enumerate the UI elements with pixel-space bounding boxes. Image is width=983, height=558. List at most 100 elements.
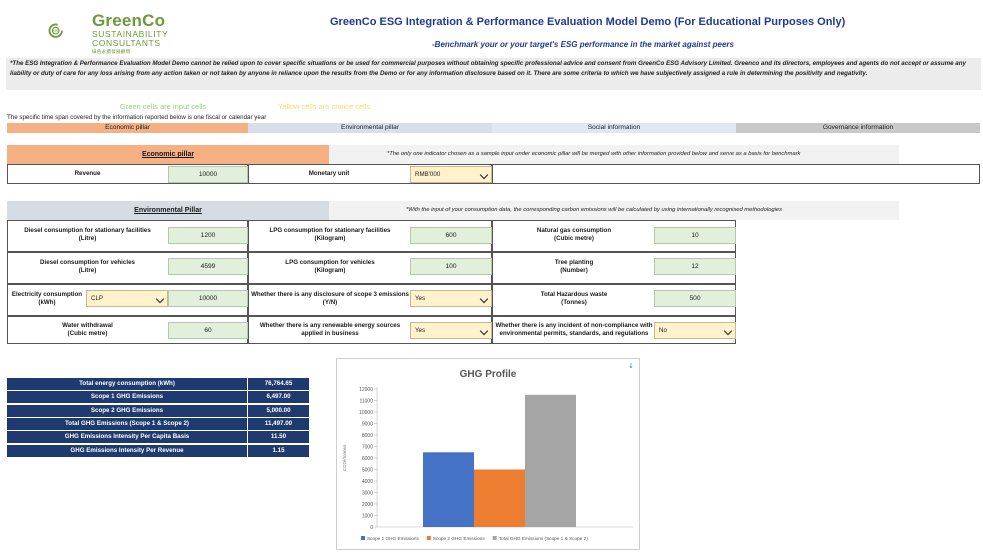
greenco-logo-icon: ESG: [48, 23, 63, 38]
result-label: GHG Emissions Intensity Per Capita Basis: [7, 431, 247, 444]
hazardous-waste-input[interactable]: 500: [654, 290, 736, 307]
water-input[interactable]: 60: [168, 322, 248, 339]
disclaimer-text: *The ESG Integration & Performance Evalu…: [6, 58, 981, 90]
econ-empty-cell: [492, 164, 980, 184]
page-subtitle: -Benchmark your or your target's ESG per…: [432, 40, 734, 49]
result-value: 76,764.65: [248, 378, 309, 390]
result-value: 11,497.00: [248, 417, 309, 430]
result-label: Total energy consumption (kWh): [7, 378, 247, 390]
economic-header: Economic pillar: [7, 145, 329, 164]
legend-swatch: [492, 536, 497, 540]
water-label: Water withdrawal (Cubic metre): [62, 322, 113, 337]
y-tick-label: 4000: [362, 479, 373, 485]
electricity-label: Electricity consumption (kWh): [11, 291, 83, 306]
legend-swatch: [361, 536, 365, 540]
logo-name: GreenCo: [92, 11, 166, 30]
chevron-down-icon: [723, 326, 733, 336]
diesel-vehicles-input[interactable]: 4599: [168, 258, 248, 275]
logo-sub2: CONSULTANTS: [92, 38, 161, 48]
table-row: Total GHG Emissions (Scope 1 & Scope 2) 1…: [7, 417, 309, 430]
legend-green: Green cells are input cells: [120, 102, 207, 111]
logo-sub1: SUSTAINABILITY: [92, 29, 169, 39]
scope3-label: Whether there is any disclosure of scope…: [251, 291, 409, 306]
scope3-select[interactable]: Yes: [410, 290, 492, 307]
result-value: 1.15: [248, 444, 309, 457]
bar-3: [525, 394, 576, 527]
environmental-note: *With the input of your consumption data…: [329, 201, 899, 220]
bar-2: [474, 469, 525, 527]
revenue-input[interactable]: 10000: [168, 166, 248, 183]
timespan-note: The specific time span covered by the in…: [7, 114, 267, 121]
bar-1: [423, 452, 474, 527]
lpg-vehicles-input[interactable]: 100: [410, 258, 492, 275]
logo-chinese: 綠色永續發展顧問: [92, 49, 131, 54]
monetary-unit-select[interactable]: RMB'000: [410, 166, 492, 183]
result-label: Scope 2 GHG Emissions: [7, 404, 247, 417]
tab-economic[interactable]: Economic pillar: [7, 123, 248, 133]
revenue-label: Revenue: [74, 170, 101, 177]
scope3-value: Yes: [415, 295, 426, 302]
ghg-chart-svg: GHG Profile ↓ 0 1000 2000 3000 4000 5000 6000 700…: [342, 362, 634, 541]
y-tick-label: 2000: [362, 502, 373, 508]
diesel-stationary-label: Diesel consumption for stationary facili…: [24, 227, 151, 242]
lpg-stationary-input[interactable]: 600: [410, 227, 492, 244]
page-title: GreenCo ESG Integration & Performance Ev…: [330, 16, 846, 28]
result-label: Total GHG Emissions (Scope 1 & Scope 2): [7, 417, 247, 430]
diesel-vehicles-label: Diesel consumption for vehicles (Litre): [40, 259, 135, 274]
y-tick-label: 5000: [362, 468, 373, 474]
y-tick-label: 8000: [362, 433, 373, 439]
renewable-select[interactable]: Yes: [410, 322, 492, 339]
monetary-label: Monetary unit: [308, 170, 350, 177]
result-value: 11.50: [248, 431, 309, 444]
electricity-supplier-value: CLP: [91, 295, 104, 302]
economic-note: *The only one indicator chosen as a samp…: [329, 145, 899, 164]
noncompliance-select[interactable]: No: [654, 322, 736, 339]
environmental-header: Environmental Pillar: [7, 201, 329, 220]
tree-planting-label: Tree planting (Number): [554, 259, 594, 274]
electricity-supplier-select[interactable]: CLP: [86, 290, 168, 307]
y-tick-label: 11000: [359, 399, 373, 405]
logo-badge: ESG: [53, 29, 58, 33]
table-row: Scope 1 GHG Emissions 6,497.00: [7, 391, 309, 404]
diesel-stationary-input[interactable]: 1200: [168, 227, 248, 244]
renewable-value: Yes: [415, 327, 426, 334]
renewable-label: Whether there is any renewable energy so…: [259, 322, 401, 337]
result-value: 5,000.00: [248, 404, 309, 417]
legend-swatch: [426, 536, 431, 540]
y-tick-label: 6000: [362, 456, 373, 462]
result-label: Scope 1 GHG Emissions: [7, 391, 247, 404]
lpg-vehicles-label: LPG consumption for vehicles (Kilogram): [285, 259, 375, 274]
chevron-down-icon: [479, 170, 489, 180]
tab-governance[interactable]: Governance information: [736, 123, 980, 133]
monetary-unit-value: RMB'000: [415, 171, 441, 178]
y-axis-label: CO2e/tonnes: [342, 444, 347, 471]
y-tick-label: 3000: [362, 491, 373, 497]
natural-gas-cell: [492, 220, 736, 252]
y-tick-label: 1000: [362, 514, 373, 520]
download-icon: ↓: [628, 362, 634, 370]
legend-yellow: Yellow cells are choice cells: [278, 102, 371, 111]
lpg-stationary-label: LPG consumption for stationary facilitie…: [269, 227, 391, 242]
y-tick-label: 9000: [362, 422, 373, 428]
y-tick-label: 0: [370, 525, 373, 531]
electricity-input[interactable]: 10000: [168, 290, 248, 307]
noncompliance-value: No: [659, 327, 667, 334]
tab-environmental[interactable]: Environmental pillar: [248, 123, 492, 133]
natural-gas-label: Natural gas consumption (Cubic metre): [536, 227, 612, 242]
legend-entry: Scope 1 GHG Emissions: [367, 536, 419, 541]
tree-planting-input[interactable]: 12: [654, 258, 736, 275]
logo-sub: SUSTAINABILITY CONSULTANTS: [92, 30, 168, 48]
y-tick-label: 10000: [359, 410, 373, 416]
chart-title: GHG Profile: [460, 369, 517, 380]
noncompliance-label: Whether there is any incident of non-com…: [495, 322, 653, 337]
result-label: GHG Emissions Intensity Per Revenue: [7, 444, 247, 457]
table-row: GHG Emissions Intensity Per Revenue 1.15: [7, 444, 309, 457]
chevron-down-icon: [479, 326, 489, 336]
y-tick-label: 7000: [362, 445, 373, 451]
y-tick-label: 12000: [359, 387, 373, 393]
natural-gas-input[interactable]: 10: [654, 227, 736, 244]
hazardous-waste-label: Total Hazardous waste (Tonnes): [540, 291, 608, 306]
tab-social[interactable]: Social information: [492, 123, 736, 133]
legend-entry: Scope 2 GHG Emissions: [433, 536, 485, 541]
result-value: 6,497.00: [248, 391, 309, 404]
